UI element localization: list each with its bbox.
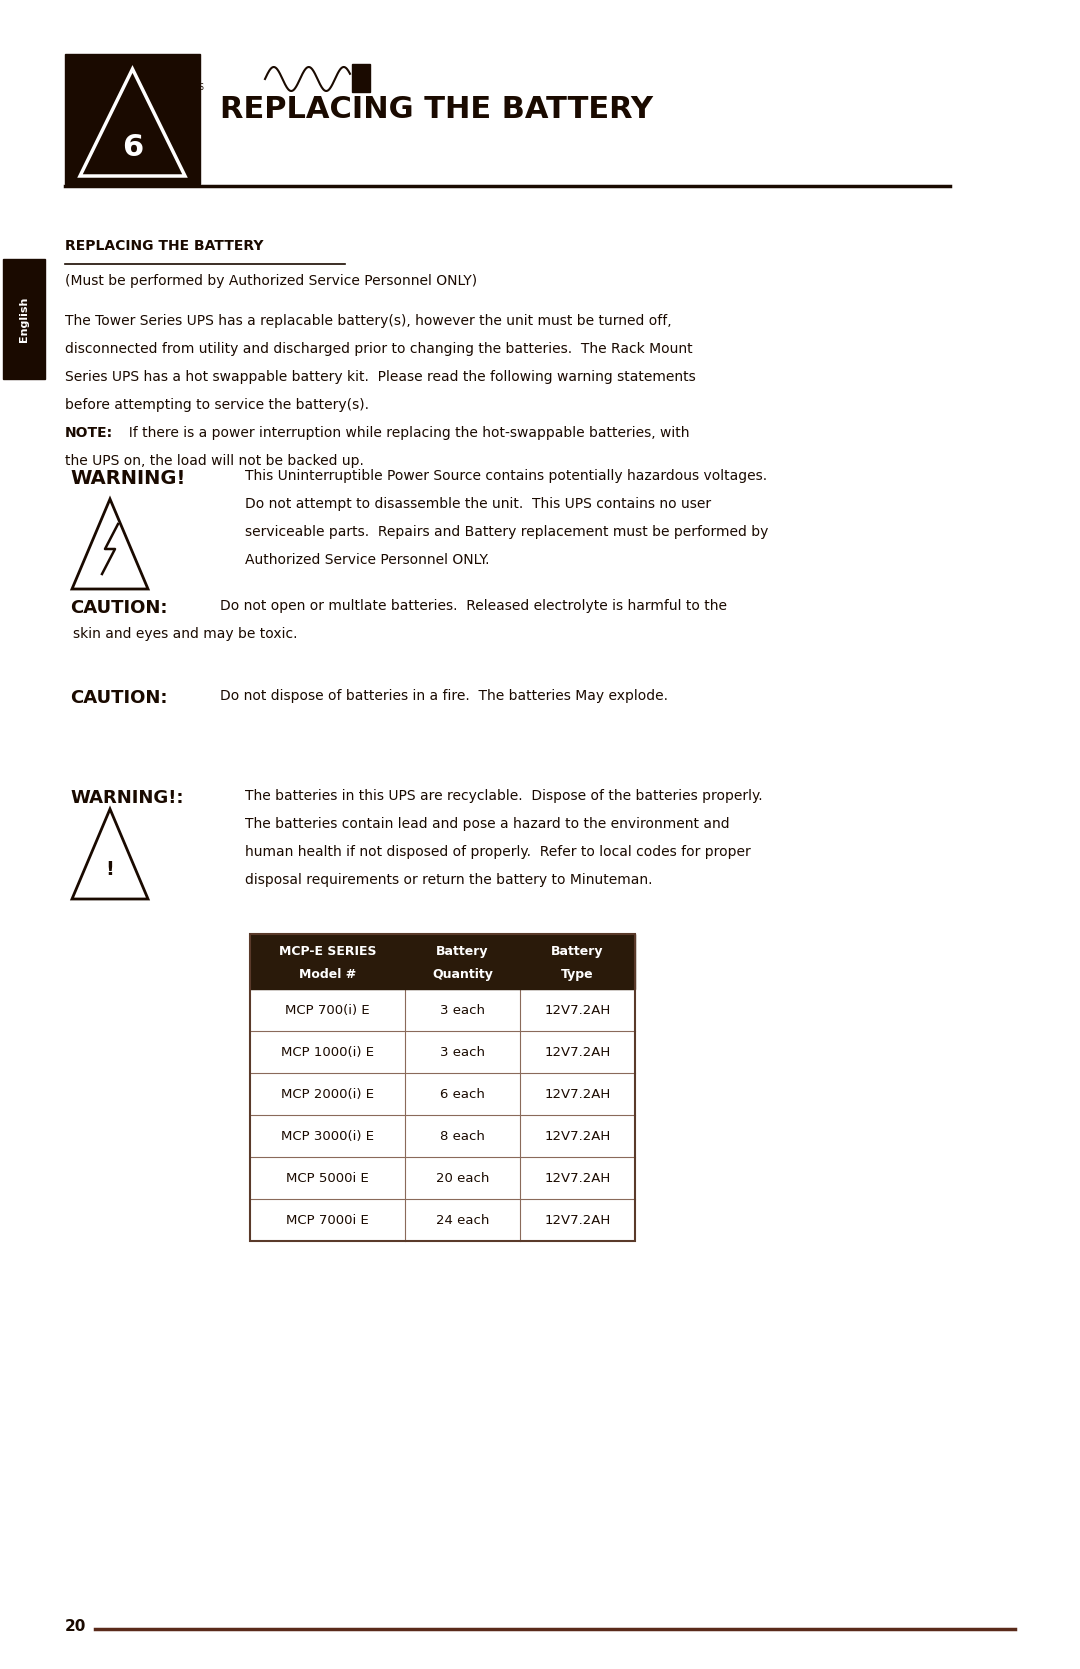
- Text: 12V7.2AH: 12V7.2AH: [544, 1003, 610, 1016]
- Text: Model #: Model #: [299, 968, 356, 980]
- Text: 20 each: 20 each: [436, 1172, 489, 1185]
- Text: 8 each: 8 each: [440, 1130, 485, 1143]
- Text: REPLACING THE BATTERY: REPLACING THE BATTERY: [65, 239, 264, 254]
- Bar: [249, 935, 635, 1242]
- Text: Battery: Battery: [436, 945, 489, 958]
- Text: NOTE:: NOTE:: [65, 426, 113, 441]
- Text: MCP 7000i E: MCP 7000i E: [286, 1213, 369, 1227]
- Text: Battery: Battery: [551, 945, 604, 958]
- Text: 12V7.2AH: 12V7.2AH: [544, 1213, 610, 1227]
- Text: MCP 1000(i) E: MCP 1000(i) E: [281, 1045, 374, 1058]
- Text: WARNING!:: WARNING!:: [70, 789, 184, 808]
- Text: REPLACING THE BATTERY: REPLACING THE BATTERY: [220, 95, 653, 124]
- Text: MINUTEMAN: MINUTEMAN: [65, 57, 191, 73]
- Text: MCP 2000(i) E: MCP 2000(i) E: [281, 1088, 374, 1100]
- Text: UNINTERRUPTIBLE POWER SUPPLIES: UNINTERRUPTIBLE POWER SUPPLIES: [65, 83, 204, 92]
- Text: Authorized Service Personnel ONLY.: Authorized Service Personnel ONLY.: [245, 552, 489, 567]
- Text: the UPS on, the load will not be backed up.: the UPS on, the load will not be backed …: [65, 454, 364, 467]
- Text: (Must be performed by Authorized Service Personnel ONLY): (Must be performed by Authorized Service…: [65, 274, 477, 289]
- Bar: [65, 53, 200, 184]
- Text: human health if not disposed of properly.  Refer to local codes for proper: human health if not disposed of properly…: [245, 845, 751, 860]
- Text: 12V7.2AH: 12V7.2AH: [544, 1172, 610, 1185]
- Text: 12V7.2AH: 12V7.2AH: [544, 1045, 610, 1058]
- Text: Do not dispose of batteries in a fire.  The batteries May explode.: Do not dispose of batteries in a fire. T…: [220, 689, 669, 703]
- Text: MCP 700(i) E: MCP 700(i) E: [285, 1003, 369, 1016]
- Text: CAUTION:: CAUTION:: [70, 599, 167, 618]
- Text: Do not attempt to disassemble the unit.  This UPS contains no user: Do not attempt to disassemble the unit. …: [245, 497, 711, 511]
- Text: 12V7.2AH: 12V7.2AH: [544, 1088, 610, 1100]
- Text: 3 each: 3 each: [440, 1045, 485, 1058]
- Text: before attempting to service the battery(s).: before attempting to service the battery…: [65, 397, 369, 412]
- Text: 12V7.2AH: 12V7.2AH: [544, 1130, 610, 1143]
- Text: CAUTION:: CAUTION:: [70, 689, 167, 708]
- Bar: [3, 259, 45, 379]
- Text: If there is a power interruption while replacing the hot-swappable batteries, wi: If there is a power interruption while r…: [120, 426, 689, 441]
- Text: 20: 20: [65, 1619, 86, 1634]
- Text: Do not open or multlate batteries.  Released electrolyte is harmful to the: Do not open or multlate batteries. Relea…: [220, 599, 727, 613]
- Bar: [352, 63, 370, 92]
- Text: MCP 5000i E: MCP 5000i E: [286, 1172, 369, 1185]
- Text: Type: Type: [562, 968, 594, 980]
- Text: The batteries contain lead and pose a hazard to the environment and: The batteries contain lead and pose a ha…: [245, 818, 730, 831]
- Text: 3 each: 3 each: [440, 1003, 485, 1016]
- Text: skin and eyes and may be toxic.: skin and eyes and may be toxic.: [73, 628, 297, 641]
- Text: 24 each: 24 each: [436, 1213, 489, 1227]
- Text: MCP 3000(i) E: MCP 3000(i) E: [281, 1130, 374, 1143]
- Text: Series UPS has a hot swappable battery kit.  Please read the following warning s: Series UPS has a hot swappable battery k…: [65, 371, 696, 384]
- Text: 6 each: 6 each: [440, 1088, 485, 1100]
- Text: serviceable parts.  Repairs and Battery replacement must be performed by: serviceable parts. Repairs and Battery r…: [245, 526, 768, 539]
- Text: disconnected from utility and discharged prior to changing the batteries.  The R: disconnected from utility and discharged…: [65, 342, 692, 355]
- Text: The batteries in this UPS are recyclable.  Dispose of the batteries properly.: The batteries in this UPS are recyclable…: [245, 789, 762, 803]
- Text: !: !: [106, 860, 114, 878]
- Text: 6: 6: [122, 134, 144, 162]
- Text: This Uninterruptible Power Source contains potentially hazardous voltages.: This Uninterruptible Power Source contai…: [245, 469, 767, 482]
- Text: disposal requirements or return the battery to Minuteman.: disposal requirements or return the batt…: [245, 873, 652, 886]
- Text: WARNING!: WARNING!: [70, 469, 186, 487]
- Text: The Tower Series UPS has a replacable battery(s), however the unit must be turne: The Tower Series UPS has a replacable ba…: [65, 314, 672, 329]
- Text: English: English: [19, 297, 29, 342]
- Bar: [249, 935, 635, 990]
- Text: Quantity: Quantity: [432, 968, 492, 980]
- Text: MCP-E SERIES: MCP-E SERIES: [279, 945, 376, 958]
